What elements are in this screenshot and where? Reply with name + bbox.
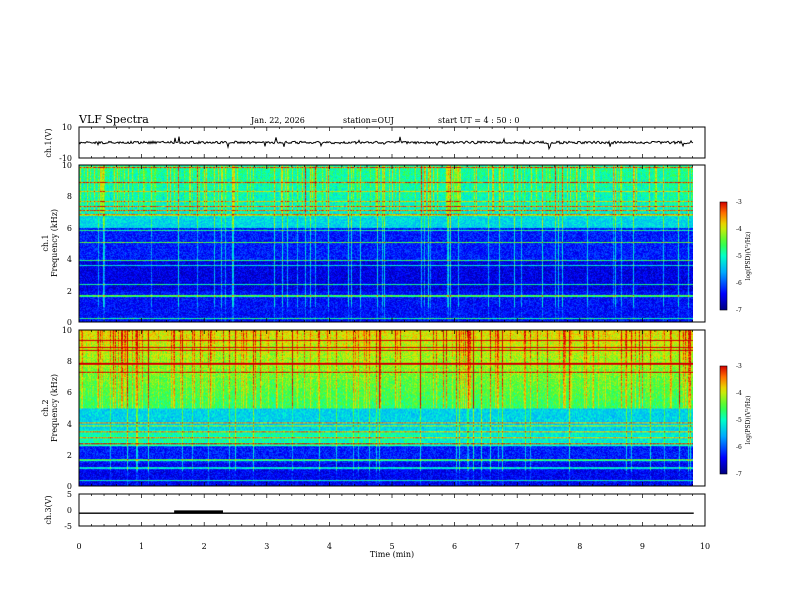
ch2-cb-tick-neg4: -4 — [736, 390, 742, 397]
station-label: station=OUJ — [343, 116, 394, 125]
ch2-freq-tick-4: 4 — [67, 420, 72, 429]
ch1-cb-tick-neg5: -5 — [736, 253, 742, 260]
ch2-spectrogram-panel: 0 2 4 6 8 10 ch.2 Frequency (kHz) -3 -4 … — [41, 326, 752, 491]
time-tick-label: 1 — [139, 542, 144, 551]
ch1-colorbar-frame — [719, 201, 728, 311]
ch1-frequency-label: Frequency (kHz) — [50, 209, 59, 277]
ch1-cb-tick-neg7: -7 — [736, 307, 742, 314]
time-tick-label: 4 — [327, 542, 332, 551]
ch2-freq-tick-0: 0 — [67, 482, 72, 491]
time-tick-label: 9 — [640, 542, 645, 551]
time-tick-label: 6 — [452, 542, 457, 551]
ch3-waveform-panel: 5 0 -5 ch.3(V) 0 1 2 3 4 5 6 7 8 9 10 Time (min) — [44, 490, 710, 559]
ch2-cb-tick-neg3: -3 — [736, 363, 742, 370]
ch1-freq-tick-0: 0 — [67, 318, 72, 327]
ch1-ylabel: ch.1(V) — [44, 128, 53, 157]
start-ut-label: start UT = 4 : 50 : 0 — [438, 116, 519, 125]
ch1-freq-tick-10: 10 — [62, 161, 72, 170]
ch3-ytick-5: 5 — [67, 490, 72, 499]
ch1-waveform-frame — [78, 126, 706, 159]
ch2-freq-tick-2: 2 — [67, 451, 72, 460]
ch1-freq-tick-4: 4 — [67, 255, 72, 264]
ch1-freq-tick-6: 6 — [67, 224, 72, 233]
ch1-freq-tick-8: 8 — [67, 192, 72, 201]
time-tick-label: 2 — [202, 542, 207, 551]
time-tick-label: 7 — [515, 542, 520, 551]
time-tick-label: 8 — [577, 542, 582, 551]
ch2-spectrogram-ticks — [78, 330, 706, 486]
ch1-colorbar — [720, 202, 727, 310]
time-tick-label: 10 — [700, 542, 710, 551]
ch2-frequency-label: Frequency (kHz) — [50, 374, 59, 442]
ch2-cb-tick-neg6: -6 — [736, 444, 742, 451]
ch1-colorbar-label: log(PSD)(V²/Hz) — [745, 232, 752, 281]
ch2-cb-tick-neg5: -5 — [736, 417, 742, 424]
ch1-waveform-trace — [78, 136, 694, 151]
ch3-waveform-frame — [78, 493, 706, 527]
time-tick-label: 5 — [389, 542, 394, 551]
ch2-freq-tick-6: 6 — [67, 388, 72, 397]
date-label: Jan. 22, 2026 — [250, 116, 305, 125]
ch3-ytick-0: 0 — [67, 506, 72, 515]
time-axis-labels: 0 1 2 3 4 5 6 7 8 9 10 — [76, 542, 710, 551]
ch2-channel-label: ch.2 — [41, 399, 50, 416]
ch2-cb-tick-neg7: -7 — [736, 471, 742, 478]
ch1-channel-label: ch.1 — [41, 234, 50, 251]
ch1-waveform-panel: 10 -10 ch.1(V) — [44, 123, 706, 163]
ch2-freq-tick-8: 8 — [67, 357, 72, 366]
ch3-ytick-neg5: -5 — [64, 522, 72, 531]
ch1-spectrogram-image — [79, 165, 693, 322]
ch1-cb-tick-neg6: -6 — [736, 280, 742, 287]
time-tick-label: 3 — [264, 542, 269, 551]
ch1-spectrogram-ticks — [78, 165, 706, 322]
ch1-cb-tick-neg4: -4 — [736, 226, 742, 233]
ch2-spectrogram-image — [79, 330, 693, 486]
ch1-ytick-bottom: -10 — [59, 154, 72, 163]
ch1-freq-tick-2: 2 — [67, 287, 72, 296]
ch3-xticks — [78, 494, 706, 526]
ch1-cb-tick-neg3: -3 — [736, 199, 742, 206]
ch1-spectrogram-panel: 0 2 4 6 8 10 ch.1 Frequency (kHz) -3 -4 … — [41, 161, 752, 327]
figure-title: VLF Spectra — [78, 113, 149, 126]
ch2-freq-tick-10: 10 — [62, 326, 72, 335]
ch1-ytick-top: 10 — [62, 123, 72, 132]
time-axis-title: Time (min) — [370, 550, 414, 559]
time-tick-label: 0 — [76, 542, 81, 551]
ch2-colorbar-label: log(PSD)(V²/Hz) — [745, 396, 752, 445]
ch2-colorbar-frame — [719, 365, 728, 475]
ch1-xticks — [78, 127, 706, 158]
ch2-colorbar — [720, 366, 727, 474]
ch3-ylabel: ch.3(V) — [44, 495, 53, 524]
